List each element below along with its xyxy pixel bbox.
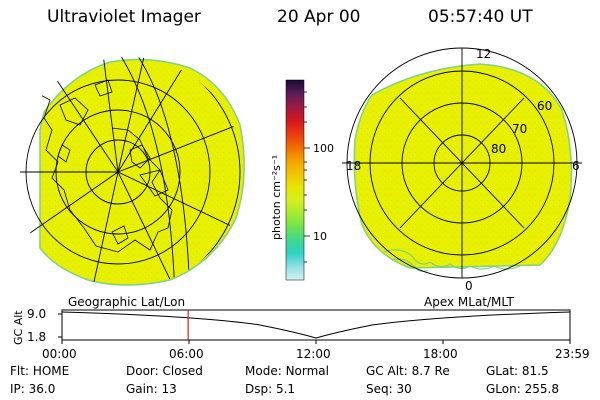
altitude-curve	[61, 311, 571, 339]
timeline-ticks	[58, 313, 571, 344]
gc-alt-field: GC Alt: 8.7 Re	[366, 364, 450, 378]
colorbar-tick-10: 10	[313, 230, 327, 243]
timeline-xtick-0000: 00:00	[42, 347, 77, 361]
colorbar-tick-100: 100	[313, 142, 334, 155]
colorbar-ticks	[304, 91, 310, 263]
flt-value: HOME	[32, 364, 70, 378]
coastlines	[21, 57, 173, 253]
glon-value: 255.8	[524, 382, 559, 396]
glat-field: GLat: 81.5	[486, 364, 549, 378]
glon-label: GLon:	[486, 382, 521, 396]
timeline-xtick-2359: 23:59	[555, 347, 590, 361]
geographic-image	[13, 57, 245, 287]
ip-label: IP:	[10, 382, 25, 396]
mlt-label-12: 12	[476, 47, 491, 61]
timeline-xtick-0600: 06:00	[169, 347, 204, 361]
gain-value: 13	[161, 382, 177, 396]
geographic-grid	[13, 57, 243, 287]
dsp-value: 5.1	[275, 382, 296, 396]
geographic-label: Geographic Lat/Lon	[68, 295, 185, 309]
timeline-axis-title: GC Alt	[12, 310, 25, 345]
altitude-timeline: GC Alt 9.0 1.8 00:00 06:00 12:00 18:00 2…	[12, 307, 590, 361]
gc-alt-label: GC Alt:	[366, 364, 408, 378]
mode-label: Mode:	[245, 364, 282, 378]
dsp-field: Dsp: 5.1	[245, 382, 295, 396]
glon-field: GLon: 255.8	[486, 382, 559, 396]
apex-fill	[353, 63, 573, 269]
colorbar: 100 10 photon cm⁻²s⁻¹	[270, 79, 334, 281]
timeline-xtick-1200: 12:00	[296, 347, 331, 361]
mode-field: Mode: Normal	[245, 364, 329, 378]
dsp-label: Dsp:	[245, 382, 273, 396]
date-display: 20 Apr 00	[277, 7, 361, 27]
timeline-ytick-1-8: 1.8	[27, 330, 46, 344]
gain-label: Gain:	[126, 382, 158, 396]
timeline-xtick-1800: 18:00	[423, 347, 458, 361]
door-value: Closed	[162, 364, 203, 378]
mlt-label-18: 18	[346, 159, 361, 173]
glat-value: 81.5	[521, 364, 549, 378]
seq-value: 30	[396, 382, 412, 396]
apex-label: Apex MLat/MLT	[424, 295, 514, 309]
app-title: Ultraviolet Imager	[47, 7, 201, 27]
ip-value: 36.0	[28, 382, 56, 396]
mlt-label-0: 0	[465, 279, 473, 293]
apex-grid	[342, 47, 582, 279]
apex-polar-plot: 12 18 6 0 60 70 80	[342, 47, 582, 293]
colorbar-gradient	[285, 79, 305, 281]
glat-label: GLat:	[486, 364, 519, 378]
colorbar-unit-label: photon cm⁻²s⁻¹	[270, 155, 283, 240]
mlt-label-6: 6	[572, 159, 580, 173]
ip-field: IP: 36.0	[10, 382, 55, 396]
timeline-ytick-9: 9.0	[27, 307, 46, 321]
flt-label: Flt:	[10, 364, 29, 378]
seq-field: Seq: 30	[366, 382, 412, 396]
seq-label: Seq:	[366, 382, 393, 396]
mode-value: Normal	[285, 364, 329, 378]
time-display: 05:57:40 UT	[428, 7, 533, 27]
gain-field: Gain: 13	[126, 382, 177, 396]
flt-field: Flt: HOME	[10, 364, 69, 378]
mlat-label-80: 80	[491, 142, 506, 156]
door-label: Door:	[126, 364, 159, 378]
mlat-label-60: 60	[537, 99, 552, 113]
gc-alt-value: 8.7 Re	[411, 364, 450, 378]
mlat-label-70: 70	[512, 122, 527, 136]
door-field: Door: Closed	[126, 364, 203, 378]
